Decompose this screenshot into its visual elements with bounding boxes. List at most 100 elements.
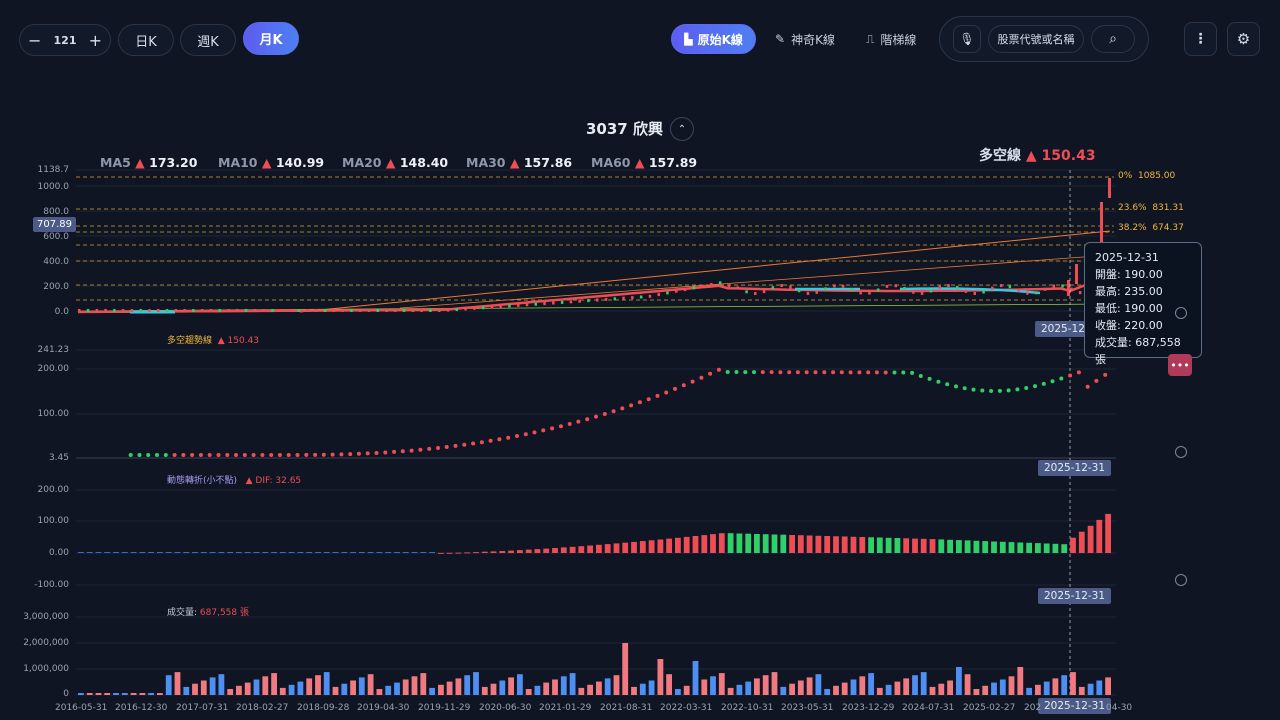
mode-raw-button[interactable]: ▙ 原始K線 (671, 24, 756, 54)
panel-toggle-radio[interactable] (1175, 446, 1187, 458)
macd-bar (833, 536, 839, 553)
candle (420, 309, 423, 312)
settings-button[interactable]: ⚙ (1227, 22, 1260, 56)
macd-bar (148, 552, 154, 553)
candle (315, 309, 318, 312)
mode-magic-button[interactable]: ✎ 神奇K線 (775, 24, 835, 54)
period-week-button[interactable]: 週K (180, 24, 236, 56)
trend-dot (216, 453, 221, 457)
macd-bar (297, 552, 304, 553)
volume-bar (613, 675, 620, 695)
candle (1067, 280, 1070, 296)
macd-bar (376, 552, 383, 553)
trend-dot (400, 449, 405, 454)
tooltip-date: 2025-12-31 (1095, 251, 1159, 264)
trend-dot (734, 370, 739, 374)
volume-bar (771, 672, 778, 695)
period-day-button[interactable]: 日K (118, 24, 174, 56)
volume-bar (218, 674, 225, 695)
volume-axis-label: 1,000,000 (23, 664, 69, 674)
trend-dot (1015, 387, 1020, 392)
macd-bar (192, 552, 198, 553)
trend-dot (716, 367, 721, 372)
macd-bar (920, 538, 927, 553)
candle (438, 309, 441, 312)
candle (762, 290, 766, 294)
macd-bar (446, 552, 453, 554)
count-value[interactable]: 121 (53, 33, 77, 47)
macd-bar (631, 541, 637, 553)
candle (227, 309, 230, 312)
volume-bar (1017, 667, 1024, 695)
trend-dot (198, 453, 203, 457)
macd-bar (947, 539, 953, 553)
macd-bar (578, 546, 585, 553)
stock-title: 3037 欣興 (586, 120, 663, 138)
volume-bar (148, 693, 154, 695)
volume-bar (1096, 680, 1103, 695)
volume-bar (841, 682, 848, 695)
macd-bar (253, 552, 260, 553)
trend-dot (286, 453, 291, 457)
macd-bar (587, 545, 593, 553)
macd-bar (402, 552, 409, 553)
collapse-button[interactable]: ⌃ (670, 117, 694, 141)
macd-bar (815, 535, 822, 553)
candle (253, 309, 257, 312)
macd-bar (903, 538, 910, 553)
candle (455, 308, 458, 311)
macd-bar (850, 536, 857, 553)
volume-panel-label: 成交量: 687,558 張 (167, 608, 250, 618)
panel-toggle-radio[interactable] (1175, 574, 1187, 586)
volume-bar (499, 680, 506, 695)
candle (1017, 288, 1020, 292)
increment-button[interactable]: + (88, 30, 102, 50)
trend-dot (1076, 370, 1081, 375)
panel-toggle-radio[interactable] (1175, 307, 1187, 319)
search-input[interactable]: 股票代號或名稱 (988, 25, 1084, 53)
macd-bar (1026, 542, 1032, 553)
candle (411, 309, 415, 312)
more-options-button[interactable]: ••• (1168, 354, 1192, 376)
volume-bar (701, 679, 708, 695)
candle (104, 309, 107, 312)
volume-bar (1035, 684, 1041, 695)
trend-panel-label: 多空趨勢線 ▲ 150.43 (167, 336, 260, 346)
search-button[interactable]: ⌕ (1091, 25, 1135, 53)
mode-step-button[interactable]: ⎍ 階梯線 (866, 24, 916, 54)
candle (1061, 284, 1064, 288)
candle (692, 286, 696, 290)
trend-dot (558, 424, 563, 429)
trend-dot (462, 442, 467, 447)
trend-dot (146, 453, 151, 457)
macd-bar (622, 542, 629, 553)
volume-bar (604, 678, 611, 695)
trend-dot (576, 419, 581, 424)
candle (657, 293, 660, 297)
x-axis-date-label: 2020-06-30 (479, 703, 532, 713)
macd-bar (508, 550, 514, 553)
ma5-indicator: MA5 ▲ 173.20 (100, 155, 198, 170)
trend-dot (708, 371, 713, 376)
more-menu-button[interactable]: ⋮ (1184, 22, 1217, 56)
x-axis-date-label: 2019-04-30 (357, 703, 410, 713)
volume-bar (534, 685, 541, 695)
volume-bar (525, 689, 532, 695)
trend-dot (321, 452, 326, 457)
macd-bar (1008, 542, 1015, 553)
trend-dot (795, 370, 800, 375)
volume-bar (912, 675, 918, 695)
decrement-button[interactable]: − (28, 30, 42, 50)
period-month-button[interactable]: 月K (243, 22, 299, 55)
macd-bar (885, 537, 892, 553)
candle (1052, 284, 1055, 288)
mic-button[interactable]: 🎙 (953, 25, 981, 53)
candle (288, 309, 292, 312)
trend-dot (629, 403, 634, 408)
trend-dot (725, 370, 730, 374)
macd-bar (1087, 525, 1094, 553)
candle (675, 289, 678, 293)
candle (631, 296, 634, 300)
trend-dot (374, 451, 379, 455)
